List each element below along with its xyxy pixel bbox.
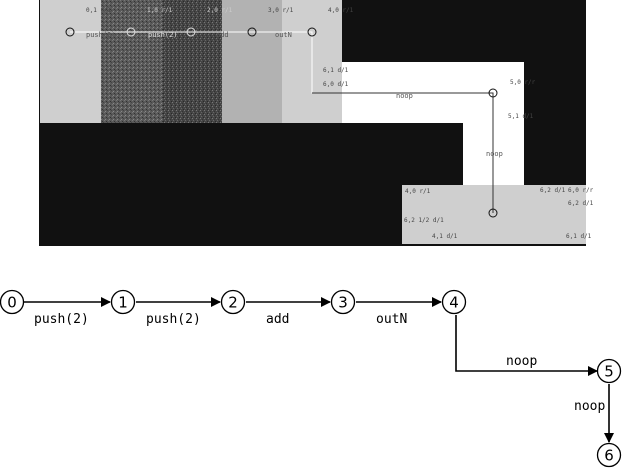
codel-label: 6,2 1/2 d/1 bbox=[404, 217, 444, 224]
path-node-5 bbox=[488, 88, 498, 98]
codel-label: 6,1 d/1 bbox=[566, 233, 592, 240]
graph-node-3: 3 bbox=[330, 289, 356, 315]
graph-node-label: 4 bbox=[449, 294, 459, 312]
image-edge-label-add: add bbox=[216, 31, 229, 39]
block-noise-2 bbox=[163, 0, 222, 123]
graph-node-1: 1 bbox=[110, 289, 136, 315]
graph-node-label: 6 bbox=[604, 447, 614, 465]
codel-label: 4,0 r/1 bbox=[405, 188, 431, 195]
image-edge-label-push-1: push(2) bbox=[86, 31, 116, 39]
codel-label: 6,0 d/1 bbox=[323, 81, 349, 88]
graph-node-6: 6 bbox=[596, 442, 622, 468]
path-node-4 bbox=[307, 27, 317, 37]
path-node-1 bbox=[126, 27, 136, 37]
block-light-gray-bottom bbox=[402, 185, 586, 244]
path-node-2 bbox=[186, 27, 196, 37]
image-edge-label-outn: outN bbox=[275, 31, 292, 39]
codel-label: 6,2 d/1 bbox=[568, 200, 594, 207]
graph-node-label: 0 bbox=[7, 294, 17, 312]
codel-label: 5,1 d/1 bbox=[508, 113, 534, 120]
graph-node-label: 5 bbox=[604, 363, 614, 381]
codel-label: 4,0 r/1 bbox=[328, 7, 354, 14]
block-medium-gray bbox=[222, 0, 282, 123]
codel-label: 0,1 r/1 bbox=[86, 7, 112, 14]
image-edge-label-push-2: push(2) bbox=[148, 31, 178, 39]
path-node-6 bbox=[488, 208, 498, 218]
codel-label: 3,0 r/1 bbox=[268, 7, 294, 14]
graph-edge-label: add bbox=[266, 312, 289, 327]
block-light-gray-left bbox=[40, 0, 101, 123]
image-edge-label-noop-1: noop bbox=[396, 92, 413, 100]
block-noise-1 bbox=[101, 0, 163, 123]
program-image: push(2) push(2) add outN noop noop 0,1 r… bbox=[39, 0, 594, 246]
graph-node-5: 5 bbox=[596, 358, 622, 384]
path-node-3 bbox=[247, 27, 257, 37]
codel-label: 4,1 d/1 bbox=[432, 233, 458, 240]
path-node-0 bbox=[65, 27, 75, 37]
graph-edge-label: outN bbox=[376, 312, 407, 327]
graph-node-label: 3 bbox=[338, 294, 348, 312]
graph-node-4: 4 bbox=[441, 289, 467, 315]
graph-edge-4-5 bbox=[455, 315, 598, 376]
state-graph: push(2) push(2) add outN noop noop 0 1 2… bbox=[0, 289, 622, 468]
graph-node-label: 1 bbox=[118, 294, 128, 312]
graph-node-label: 2 bbox=[228, 294, 238, 312]
codel-label: 2,0 r/1 bbox=[207, 7, 233, 14]
graph-edge-label: noop bbox=[506, 354, 537, 369]
graph-edge-label: noop bbox=[574, 399, 605, 414]
codel-label: 6,2 d/1 bbox=[540, 187, 566, 194]
graph-edge-label: push(2) bbox=[34, 312, 89, 327]
graph-node-2: 2 bbox=[220, 289, 246, 315]
image-edge-label-noop-2: noop bbox=[486, 150, 503, 158]
codel-label: 6,0 r/r bbox=[568, 187, 594, 194]
graph-node-0: 0 bbox=[0, 289, 25, 315]
codel-label: 1,0 r/1 bbox=[147, 7, 173, 14]
codel-label: 5,0 r/r bbox=[510, 79, 536, 86]
execution-path-dark bbox=[312, 92, 494, 213]
codel-label: 6,1 d/1 bbox=[323, 67, 349, 74]
graph-edge-label: push(2) bbox=[146, 312, 201, 327]
